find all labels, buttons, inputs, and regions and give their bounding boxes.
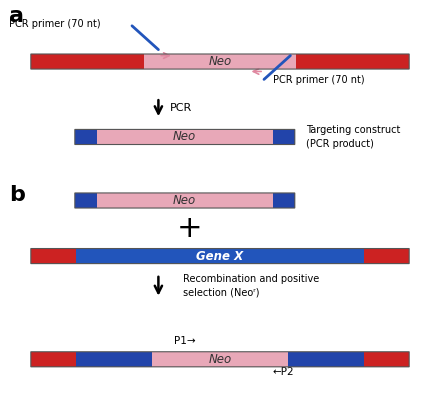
Bar <box>364 352 409 367</box>
Text: Neo: Neo <box>209 353 231 366</box>
Bar <box>76 352 152 367</box>
Text: +: + <box>176 214 202 243</box>
Text: PCR: PCR <box>169 103 192 114</box>
Bar <box>75 193 97 208</box>
Bar <box>364 249 409 264</box>
Bar <box>152 352 288 367</box>
Text: ←P2: ←P2 <box>273 367 294 378</box>
Text: P1→: P1→ <box>174 336 195 347</box>
Bar <box>273 193 295 208</box>
Bar <box>97 129 273 145</box>
Text: PCR primer (70 nt): PCR primer (70 nt) <box>273 75 364 85</box>
Text: Neo: Neo <box>173 131 196 143</box>
Bar <box>31 352 76 367</box>
Text: Neo: Neo <box>173 194 196 207</box>
Text: Gene X: Gene X <box>196 250 244 262</box>
Text: Neo: Neo <box>209 55 231 68</box>
Text: PCR primer (70 nt): PCR primer (70 nt) <box>9 19 100 29</box>
Text: Recombination and positive
selection (Neoʳ): Recombination and positive selection (Ne… <box>183 274 319 297</box>
Text: b: b <box>9 185 25 204</box>
Bar <box>273 129 295 145</box>
Text: Targeting construct
(PCR product): Targeting construct (PCR product) <box>306 125 400 148</box>
Bar <box>31 249 76 264</box>
Text: a: a <box>9 6 24 26</box>
Bar <box>97 193 273 208</box>
Bar <box>296 54 409 69</box>
Bar <box>288 352 364 367</box>
Bar <box>144 54 296 69</box>
Bar <box>31 54 144 69</box>
Bar <box>75 129 97 145</box>
Bar <box>76 249 364 264</box>
